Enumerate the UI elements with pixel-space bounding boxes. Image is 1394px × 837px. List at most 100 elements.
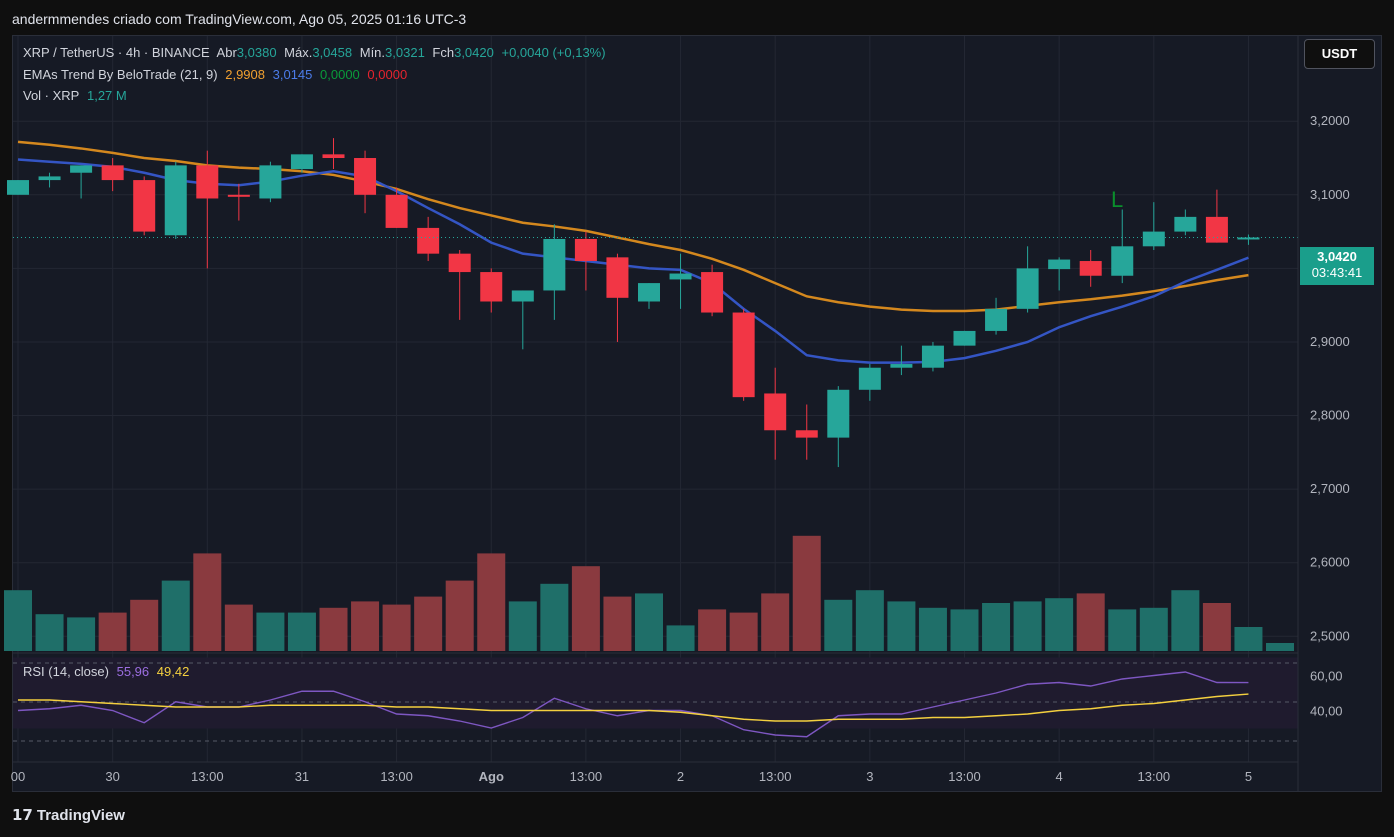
volume-bar — [761, 593, 790, 651]
volume-bar — [382, 604, 411, 651]
low-value: 3,0321 — [385, 45, 425, 60]
ema-down-value: 0,0000 — [367, 67, 408, 82]
candle-countdown: 03:43:41 — [1311, 265, 1363, 280]
time-axis-tick: Ago — [479, 769, 504, 784]
symbol-name: XRP / TetherUS · 4h · BINANCE — [23, 45, 210, 60]
ema-legend[interactable]: EMAs Trend By BeloTrade (21, 9) 2,9908 3… — [23, 67, 411, 82]
candle-body — [1237, 237, 1260, 240]
volume-bar — [887, 601, 916, 651]
candle-body — [1174, 216, 1197, 232]
volume-bar — [1108, 609, 1137, 651]
volume-bar — [508, 601, 537, 651]
volume-bar — [666, 625, 695, 651]
volume-bar — [982, 603, 1011, 651]
close-label: Fch — [432, 45, 455, 60]
low-label: Mín. — [359, 45, 386, 60]
candle-body — [669, 273, 692, 280]
volume-bar — [193, 553, 222, 651]
volume-bar — [130, 599, 159, 651]
candle-body — [953, 330, 976, 346]
volume-bar — [287, 612, 316, 651]
candle-body — [543, 238, 566, 291]
chart-watermark: andermmendes criado com TradingView.com,… — [12, 11, 467, 27]
volume-bar — [161, 580, 190, 651]
time-axis-tick: 13:00 — [570, 769, 603, 784]
volume-bar — [224, 604, 253, 651]
candle-body — [764, 393, 787, 431]
volume-bar — [98, 612, 127, 651]
volume-bar — [635, 593, 663, 651]
high-label: Máx. — [284, 45, 313, 60]
candle-body — [1205, 216, 1228, 243]
ema-9-value: 3,0145 — [272, 67, 313, 82]
volume-bar — [477, 553, 506, 651]
volume-bar — [1266, 643, 1294, 651]
candle-body — [858, 367, 881, 390]
volume-bar — [445, 580, 474, 651]
volume-bar — [1171, 590, 1200, 651]
tradingview-logo-icon: 17 — [12, 806, 33, 824]
currency-button[interactable]: USDT — [1304, 39, 1375, 69]
volume-bar — [1234, 627, 1263, 651]
ema-21-value: 2,9908 — [225, 67, 265, 82]
time-axis-tick: 00 — [11, 769, 25, 784]
rsi-legend[interactable]: RSI (14, close) 55,96 49,42 — [23, 664, 193, 679]
time-axis-tick: 31 — [295, 769, 309, 784]
candle-body — [1142, 231, 1165, 247]
candle-body — [7, 180, 29, 195]
rsi-ma-line — [18, 693, 1249, 722]
volume-bar — [698, 609, 727, 651]
candle-body — [606, 257, 629, 298]
candle-body — [259, 165, 282, 199]
symbol-legend: XRP / TetherUS · 4h · BINANCE Abr3,0380 … — [23, 45, 610, 60]
price-axis-tick: 3,2000 — [1310, 113, 1350, 128]
time-axis-tick: 30 — [105, 769, 119, 784]
ema-9-line — [17, 158, 1249, 364]
candle-body — [1048, 259, 1071, 270]
volume-bar — [950, 609, 979, 651]
candle-body — [38, 176, 61, 181]
candle-body — [196, 165, 219, 199]
volume-legend[interactable]: Vol · XRP 1,27 M — [23, 88, 131, 103]
rsi-axis-tick: 60,00 — [1310, 669, 1343, 684]
volume-value: 1,27 M — [86, 88, 127, 103]
volume-label: Vol · XRP — [23, 88, 80, 103]
time-axis-tick: 4 — [1056, 769, 1063, 784]
candle-body — [227, 194, 250, 197]
candle-body — [795, 430, 818, 438]
ema-21-line — [17, 140, 1249, 313]
price-axis-tick: 2,6000 — [1310, 555, 1350, 570]
open-value: 3,0380 — [236, 45, 277, 60]
price-axis-tick: 3,1000 — [1310, 187, 1350, 202]
candle-body — [354, 158, 377, 195]
rsi-band — [13, 657, 1298, 729]
candle-body — [638, 283, 660, 302]
rsi-axis-tick: 40,00 — [1310, 704, 1343, 719]
candle-body — [448, 253, 471, 273]
open-label: Abr — [216, 45, 237, 60]
candle-body — [1016, 268, 1039, 309]
volume-bar — [351, 601, 380, 651]
candle-body — [480, 272, 503, 302]
candle-body — [133, 180, 156, 232]
volume-bar — [1045, 598, 1074, 651]
volume-bar — [1076, 593, 1105, 651]
volume-bar — [603, 596, 632, 651]
candle-body — [827, 389, 850, 438]
long-signal-marker: L — [1111, 187, 1123, 212]
tradingview-logo-text: TradingView — [36, 807, 125, 824]
price-axis-tick: 2,9000 — [1310, 334, 1350, 349]
time-axis-tick: 5 — [1245, 769, 1252, 784]
candle-body — [322, 154, 345, 159]
close-value: 3,0420 — [454, 45, 494, 60]
last-price: 3,0420 — [1317, 249, 1357, 264]
high-value: 3,0458 — [312, 45, 353, 60]
last-price-tag: 3,0420 03:43:41 — [1300, 247, 1374, 285]
volume-bar — [729, 612, 758, 651]
volume-bar — [414, 596, 443, 651]
volume-bar — [35, 614, 64, 651]
candle-body — [290, 154, 313, 170]
tradingview-logo[interactable]: 17 TradingView — [12, 806, 125, 824]
candle-body — [921, 345, 944, 368]
